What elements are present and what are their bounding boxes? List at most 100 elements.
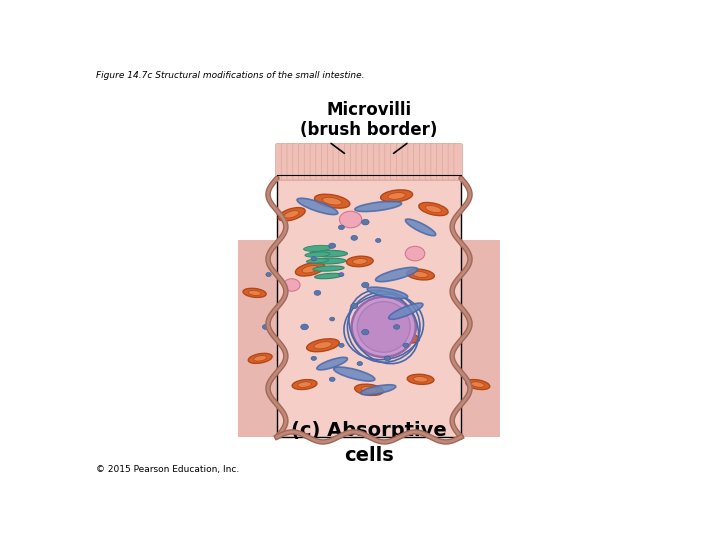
Text: (brush border): (brush border) [300,121,438,139]
Ellipse shape [311,356,317,360]
FancyBboxPatch shape [379,144,387,180]
FancyBboxPatch shape [461,240,500,437]
FancyBboxPatch shape [316,144,325,180]
Ellipse shape [315,194,350,208]
Ellipse shape [302,266,318,273]
FancyBboxPatch shape [238,240,277,437]
Ellipse shape [243,288,266,298]
FancyBboxPatch shape [408,144,416,180]
Ellipse shape [375,239,381,242]
Ellipse shape [389,303,423,319]
FancyBboxPatch shape [339,144,348,180]
FancyBboxPatch shape [293,144,302,180]
Ellipse shape [471,382,485,387]
Ellipse shape [311,258,346,264]
Ellipse shape [297,198,338,214]
Ellipse shape [466,380,490,389]
Bar [277,175,461,180]
Bar [277,175,461,437]
Text: © 2015 Pearson Education, Inc.: © 2015 Pearson Education, Inc. [96,465,239,474]
Ellipse shape [313,266,344,271]
Ellipse shape [283,279,300,291]
FancyBboxPatch shape [362,144,370,180]
FancyBboxPatch shape [356,144,364,180]
Ellipse shape [361,219,369,225]
Ellipse shape [351,303,358,308]
FancyBboxPatch shape [396,144,405,180]
Ellipse shape [361,385,396,395]
FancyBboxPatch shape [425,144,433,180]
Ellipse shape [330,317,335,321]
FancyBboxPatch shape [282,144,290,180]
FancyBboxPatch shape [402,144,410,180]
Ellipse shape [388,193,405,199]
FancyBboxPatch shape [322,144,330,180]
Ellipse shape [403,343,409,347]
FancyBboxPatch shape [299,144,307,180]
Ellipse shape [333,367,375,381]
Text: cells: cells [344,446,394,465]
Ellipse shape [361,329,369,335]
Ellipse shape [306,259,328,263]
FancyBboxPatch shape [287,144,296,180]
Ellipse shape [398,334,413,341]
Ellipse shape [314,291,321,295]
FancyBboxPatch shape [351,144,359,180]
FancyBboxPatch shape [436,144,445,180]
Ellipse shape [278,207,305,221]
Ellipse shape [367,287,408,299]
Text: Microvilli: Microvilli [326,101,412,119]
FancyBboxPatch shape [310,144,319,180]
Ellipse shape [311,257,317,261]
Ellipse shape [248,353,272,363]
Ellipse shape [301,324,308,330]
FancyBboxPatch shape [390,144,399,180]
Ellipse shape [392,332,420,343]
Ellipse shape [384,356,391,361]
Ellipse shape [298,382,311,387]
Ellipse shape [295,262,325,276]
Ellipse shape [407,269,434,280]
FancyBboxPatch shape [384,144,393,180]
FancyBboxPatch shape [368,144,376,180]
Ellipse shape [357,362,363,366]
Ellipse shape [357,301,410,352]
Ellipse shape [310,250,348,257]
Ellipse shape [248,291,261,295]
Ellipse shape [262,325,269,329]
FancyBboxPatch shape [374,144,382,180]
Ellipse shape [413,376,428,382]
Ellipse shape [329,377,335,381]
Ellipse shape [419,202,448,215]
Ellipse shape [314,342,332,349]
Ellipse shape [426,205,441,213]
Ellipse shape [292,380,317,389]
Ellipse shape [394,325,400,329]
FancyBboxPatch shape [431,144,439,180]
Ellipse shape [305,252,330,257]
FancyBboxPatch shape [442,144,451,180]
Ellipse shape [361,387,377,393]
FancyBboxPatch shape [276,144,284,180]
Ellipse shape [304,245,331,252]
Ellipse shape [317,357,348,370]
Ellipse shape [355,201,402,212]
Ellipse shape [284,211,299,218]
Text: Figure 14.7c Structural modifications of the small intestine.: Figure 14.7c Structural modifications of… [96,71,364,80]
Ellipse shape [353,259,367,264]
Ellipse shape [405,246,425,261]
FancyBboxPatch shape [328,144,336,180]
Ellipse shape [339,211,361,228]
Ellipse shape [355,384,383,395]
Ellipse shape [405,219,436,236]
Ellipse shape [307,339,339,352]
FancyBboxPatch shape [419,144,428,180]
Ellipse shape [323,197,342,205]
Ellipse shape [338,225,344,229]
FancyBboxPatch shape [333,144,342,180]
Ellipse shape [253,356,267,361]
FancyBboxPatch shape [305,144,313,180]
FancyBboxPatch shape [413,144,422,180]
Ellipse shape [339,273,344,276]
FancyBboxPatch shape [345,144,354,180]
